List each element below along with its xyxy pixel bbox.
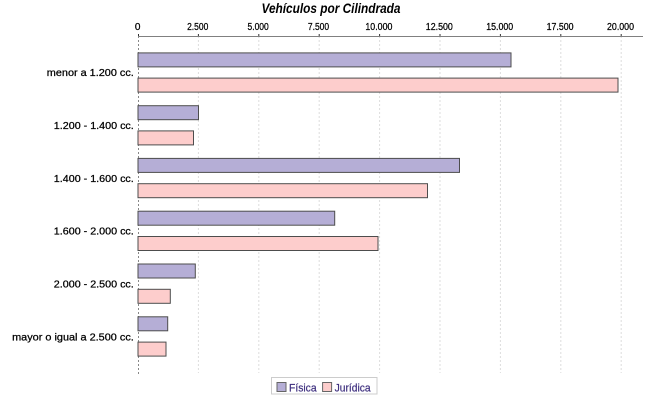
svg-text:12.500: 12.500 [426,22,453,33]
svg-text:15.000: 15.000 [486,22,513,33]
svg-text:Jurídica: Jurídica [335,382,372,394]
svg-text:5.000: 5.000 [248,22,270,33]
svg-text:Vehículos por Cilindrada: Vehículos por Cilindrada [262,0,401,16]
svg-text:1.600 - 2.000 cc.: 1.600 - 2.000 cc. [54,227,134,238]
svg-text:menor a 1.200 cc.: menor a 1.200 cc. [47,68,134,79]
svg-text:mayor o igual a 2.500 cc.: mayor o igual a 2.500 cc. [12,333,134,344]
svg-text:0: 0 [135,22,141,33]
svg-text:20.000: 20.000 [607,22,634,33]
svg-text:10.000: 10.000 [365,22,392,33]
svg-text:1.400 - 1.600 cc.: 1.400 - 1.600 cc. [54,174,134,185]
svg-text:Física: Física [289,382,317,394]
svg-text:7.500: 7.500 [308,22,330,33]
svg-text:2.500: 2.500 [187,22,209,33]
svg-text:17.500: 17.500 [547,22,574,33]
svg-text:1.200 - 1.400 cc.: 1.200 - 1.400 cc. [54,121,134,132]
svg-text:2.000 - 2.500 cc.: 2.000 - 2.500 cc. [54,280,134,291]
